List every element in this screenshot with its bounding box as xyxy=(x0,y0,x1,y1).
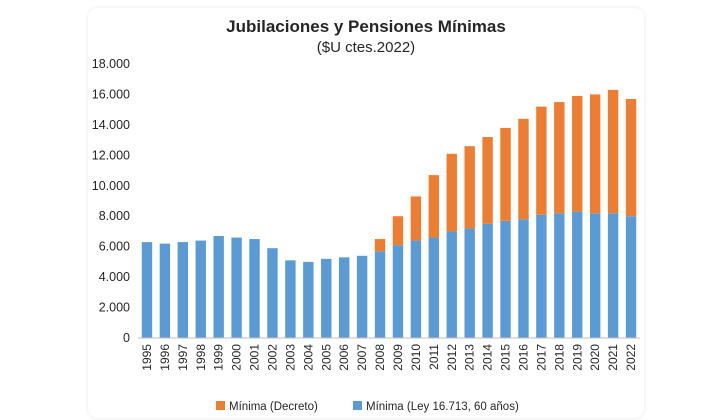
x-tick-label: 2016 xyxy=(516,344,530,371)
x-tick-label: 2013 xyxy=(463,344,477,371)
bar-minima-ley xyxy=(572,211,583,338)
y-tick-label: 8.000 xyxy=(99,209,130,223)
bar-minima-decreto xyxy=(554,102,565,214)
bar-minima-decreto xyxy=(589,94,601,214)
y-tick-label: 10.000 xyxy=(92,179,130,193)
x-tick-label: 2015 xyxy=(499,344,513,371)
bar-minima-ley xyxy=(177,242,189,338)
legend-swatch xyxy=(353,401,362,410)
x-tick-label: 2004 xyxy=(301,344,315,371)
legend: Mínima (Decreto) Mínima (Ley 16.713, 60 a… xyxy=(216,401,519,413)
x-tick-label: 2009 xyxy=(391,344,405,371)
y-axis: 0 2.000 4.000 6.000 8.000 10.000 12.000 14.000 1… xyxy=(92,57,130,345)
bar-minima-ley xyxy=(500,220,511,338)
bar-minima-ley xyxy=(446,231,457,338)
bar-minima-ley xyxy=(321,258,332,338)
x-tick-label: 2014 xyxy=(481,344,495,371)
y-tick-label: 18.000 xyxy=(92,57,130,71)
x-tick-label: 2018 xyxy=(552,344,566,371)
x-tick-label: 2006 xyxy=(337,344,351,371)
y-tick-label: 2.000 xyxy=(99,301,130,315)
x-tick-label: 1999 xyxy=(212,344,226,371)
bar-minima-decreto xyxy=(625,99,637,217)
x-tick-label: 2007 xyxy=(355,344,369,371)
legend-label: Mínima (Ley 16.713, 60 años) xyxy=(366,401,519,413)
bar-minima-ley xyxy=(607,213,619,338)
bar-minima-ley xyxy=(374,251,386,338)
bar-minima-decreto xyxy=(536,106,547,215)
bar-minima-ley xyxy=(231,237,242,338)
bar-minima-decreto xyxy=(392,216,404,246)
bar-minima-ley xyxy=(536,214,547,338)
x-tick-label: 2022 xyxy=(624,344,638,371)
x-tick-label: 2021 xyxy=(606,344,620,371)
bar-minima-decreto xyxy=(410,196,422,241)
legend-label: Mínima (Decreto) xyxy=(229,401,318,413)
bar-minima-decreto xyxy=(446,153,457,232)
x-tick-label: 2002 xyxy=(265,344,279,371)
chart-title: Jubilaciones y Pensiones Mínimas xyxy=(226,17,506,36)
x-axis: 1995 1996 1997 1998 1999 2000 2001 2002 2003 2004… xyxy=(140,344,638,371)
bar-minima-decreto xyxy=(607,89,619,214)
bar-minima-decreto xyxy=(518,118,529,220)
x-tick-label: 2001 xyxy=(248,344,262,371)
y-tick-label: 0 xyxy=(123,331,130,345)
x-tick-label: 2003 xyxy=(283,344,297,371)
bar-minima-decreto xyxy=(374,239,386,252)
x-tick-label: 1995 xyxy=(140,344,154,371)
x-tick-label: 2008 xyxy=(373,344,387,371)
bar-minima-ley xyxy=(428,237,440,338)
y-tick-label: 4.000 xyxy=(99,270,130,284)
x-tick-label: 2017 xyxy=(534,344,548,371)
chart-subtitle: ($U ctes.2022) xyxy=(317,39,415,56)
bar-minima-ley xyxy=(285,260,296,338)
x-tick-label: 2019 xyxy=(570,344,584,371)
x-tick-label: 1997 xyxy=(176,344,190,371)
bar-minima-decreto xyxy=(572,95,583,212)
bars-group xyxy=(141,89,637,338)
bar-minima-decreto xyxy=(500,127,511,221)
bar-minima-ley xyxy=(303,261,314,338)
y-tick-label: 12.000 xyxy=(92,148,130,162)
x-tick-label: 2010 xyxy=(409,344,423,371)
y-tick-label: 14.000 xyxy=(92,118,130,132)
bar-minima-decreto xyxy=(482,137,493,224)
bar-minima-ley xyxy=(249,239,260,338)
bar-minima-ley xyxy=(464,228,475,338)
bar-minima-ley xyxy=(518,219,529,338)
bar-minima-ley xyxy=(356,255,368,338)
bar-minima-ley xyxy=(195,240,206,338)
bar-minima-ley xyxy=(482,223,493,338)
x-tick-label: 2011 xyxy=(427,344,441,370)
y-tick-label: 6.000 xyxy=(99,240,130,254)
bar-minima-ley xyxy=(589,213,601,338)
x-tick-label: 2020 xyxy=(588,344,602,371)
bar-minima-decreto xyxy=(464,146,475,229)
bar-minima-ley xyxy=(554,213,565,338)
bar-minima-ley xyxy=(141,242,153,338)
bar-minima-ley xyxy=(213,236,224,338)
x-tick-label: 2005 xyxy=(319,344,333,371)
bar-minima-ley xyxy=(410,240,422,338)
x-tick-label: 1998 xyxy=(194,344,208,371)
bar-minima-ley xyxy=(625,216,637,338)
bar-minima-decreto xyxy=(428,175,440,238)
legend-swatch xyxy=(216,401,225,410)
bar-minima-ley xyxy=(338,257,350,338)
x-tick-label: 1996 xyxy=(158,344,172,371)
x-tick-label: 2000 xyxy=(230,344,244,371)
bar-minima-ley xyxy=(159,243,171,338)
x-tick-label: 2012 xyxy=(445,344,459,371)
y-tick-label: 16.000 xyxy=(92,87,130,101)
bar-minima-ley xyxy=(392,245,404,338)
bar-minima-ley xyxy=(267,248,278,338)
chart-frame xyxy=(88,8,644,418)
